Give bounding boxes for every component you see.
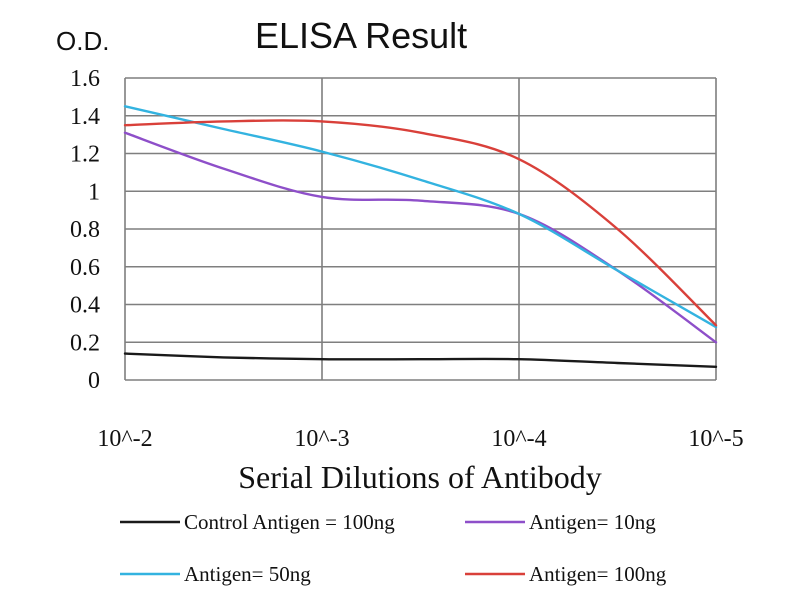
grid [124, 77, 717, 381]
series-lines [123, 105, 718, 368]
y-tick-label: 1.2 [70, 142, 100, 168]
y-tick-label: 0.6 [70, 255, 100, 281]
y-tick-label: 1.6 [70, 66, 100, 92]
legend-label: Antigen= 50ng [184, 562, 311, 586]
legend: Control Antigen = 100ng Antigen= 10ng Anti… [120, 510, 667, 586]
legend-label: Control Antigen = 100ng [184, 510, 395, 534]
series-line [123, 352, 718, 368]
y-tick-label: 0 [88, 368, 100, 394]
series-line [123, 105, 718, 329]
series-line [123, 119, 718, 327]
y-tick-labels: 0 0.2 0.4 0.6 0.8 1 1.2 1.4 1.6 [70, 66, 100, 394]
y-axis-label: O.D. [56, 26, 109, 56]
y-tick-label: 1.4 [70, 104, 100, 130]
x-tick-label: 10^-4 [491, 426, 546, 452]
y-tick-label: 0.2 [70, 330, 100, 356]
x-tick-label: 10^-5 [688, 426, 743, 452]
x-axis-label: Serial Dilutions of Antibody [238, 459, 602, 495]
y-tick-label: 1 [88, 179, 100, 205]
x-tick-labels: 10^-2 10^-3 10^-4 10^-5 [97, 426, 743, 452]
x-tick-label: 10^-3 [294, 426, 349, 452]
legend-label: Antigen= 100ng [529, 562, 667, 586]
chart-title: ELISA Result [255, 15, 467, 56]
legend-label: Antigen= 10ng [529, 510, 656, 534]
y-tick-label: 0.4 [70, 293, 100, 319]
y-tick-label: 0.8 [70, 217, 100, 243]
x-tick-label: 10^-2 [97, 426, 152, 452]
